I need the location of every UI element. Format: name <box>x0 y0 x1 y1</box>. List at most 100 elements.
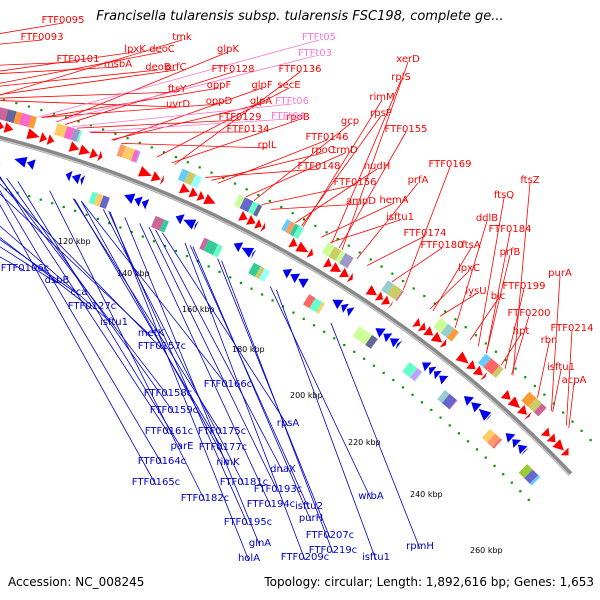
forward-gene-arrow <box>365 285 378 296</box>
gene-leader-line <box>261 184 356 205</box>
gene-label: ftsQ <box>494 190 514 201</box>
scale-dot <box>185 254 189 258</box>
forward-cog-band <box>13 111 23 125</box>
gene-label: purA <box>548 268 572 279</box>
gene-label: FTF0181c <box>220 477 268 488</box>
scale-dot <box>108 222 111 225</box>
scale-dot <box>448 424 451 427</box>
scale-dot <box>257 193 260 197</box>
gene-leader-line <box>184 242 306 561</box>
scale-dot <box>114 132 117 135</box>
scale-dot <box>271 299 274 302</box>
label-line-layer <box>0 22 575 562</box>
scale-dot <box>218 270 221 273</box>
gene-leader-line <box>550 275 561 411</box>
scale-dot <box>412 287 415 290</box>
gene-label: FTFt04 <box>271 111 305 122</box>
reverse-gene-arrow <box>471 402 482 413</box>
scale-dot <box>358 251 361 254</box>
gene-leader-line <box>439 293 477 317</box>
scale-dot <box>207 265 210 268</box>
gene-label: rpmH <box>406 541 434 552</box>
reverse-cog-band <box>437 389 450 404</box>
scale-dot <box>162 151 165 154</box>
gene-leader-line <box>486 254 511 354</box>
forward-cog-band <box>116 144 126 158</box>
gene-label: metK <box>138 328 165 339</box>
forward-gene-arrow <box>540 427 550 437</box>
gene-leader-line <box>356 182 419 260</box>
scale-dot <box>15 102 18 105</box>
reverse-gene-arrow <box>14 156 28 168</box>
gene-label-layer: FTF0095 FTF0093 FTF0101 lpxK msbA deoC deoB tmk… <box>1 15 594 564</box>
scale-dot <box>302 317 305 321</box>
gene-leader-line <box>537 342 550 398</box>
gene-leader-line <box>81 201 229 466</box>
reverse-cog-band <box>99 195 110 210</box>
gene-label: hpt <box>513 326 530 337</box>
gene-label: rpoB <box>286 112 310 123</box>
forward-gene-arrow <box>329 262 341 272</box>
scale-dot <box>336 237 339 241</box>
scale-dot <box>292 311 295 314</box>
reverse-gene-arrow <box>383 333 393 343</box>
forward-gene-arrow <box>138 166 152 177</box>
gene-label: FTF0199 <box>503 281 546 292</box>
reverse-cog-band <box>414 371 423 382</box>
gene-leader-line <box>500 333 522 366</box>
forward-gene-arrow <box>288 237 298 248</box>
gene-leader-line <box>338 131 407 249</box>
gene-leader-line <box>469 298 499 340</box>
forward-gene-arrow <box>338 267 349 278</box>
forward-cog-band <box>177 168 189 183</box>
forward-gene-arrow <box>196 190 205 201</box>
genome-stats-text: Topology: circular; Length: 1,892,616 bp… <box>264 575 594 589</box>
gene-leader-line <box>88 118 289 133</box>
forward-gene-arrow <box>39 132 48 143</box>
scale-layer: 120 kbp 140 kbp 160 kbp 180 kbp 200 kbp 220 k… <box>2 98 592 555</box>
forward-cog-band <box>395 290 404 302</box>
gene-leader-line <box>76 119 241 129</box>
gene-label: holA <box>238 553 260 564</box>
scale-tick-label: 160 kbp <box>182 305 215 314</box>
gene-label: isftu1 <box>100 317 128 328</box>
gene-leader-line <box>0 51 136 72</box>
scale-dot <box>552 402 555 405</box>
scale-dot <box>102 128 105 131</box>
gene-label: FTF0207c <box>306 530 354 541</box>
gene-leader-line <box>72 103 293 128</box>
forward-cog-band <box>121 146 136 161</box>
forward-gene-arrow <box>552 439 564 451</box>
gene-label: FTF0159c <box>150 405 198 416</box>
scale-dot <box>391 272 394 275</box>
scale-tick-label: 140 kbp <box>117 269 150 278</box>
scale-dot <box>420 401 424 404</box>
scale-dot <box>474 334 477 337</box>
reverse-cog-band <box>309 297 323 313</box>
gene-label: FTF0101 <box>57 54 100 65</box>
forward-gene-arrow <box>430 331 443 343</box>
scale-dot <box>457 432 461 435</box>
gene-label: FTF0193c <box>254 484 302 495</box>
scale-dot <box>392 378 395 382</box>
gene-leader-line <box>504 288 525 369</box>
gene-label: FTF0136 <box>279 64 322 75</box>
gene-leader-line <box>0 39 183 96</box>
forward-cog-band <box>335 250 346 264</box>
reverse-cog-band <box>248 262 261 277</box>
scale-dot <box>433 302 436 305</box>
scale-dot <box>571 420 574 423</box>
reverse-gene-arrow <box>433 370 442 380</box>
forward-gene-arrow <box>560 447 569 456</box>
gene-leader-line <box>205 168 320 178</box>
gene-label: glnA <box>249 538 271 549</box>
forward-cog-band <box>76 130 83 143</box>
accession-text: Accession: NC_008245 <box>8 575 145 589</box>
scale-dot <box>430 408 433 412</box>
gene-label: FTF0184 <box>489 224 532 235</box>
gene-leader-line <box>217 139 328 184</box>
forward-gene-arrow <box>178 183 190 194</box>
forward-cog-band <box>533 403 547 417</box>
scale-dot <box>454 318 457 321</box>
scale-dot <box>77 120 80 123</box>
